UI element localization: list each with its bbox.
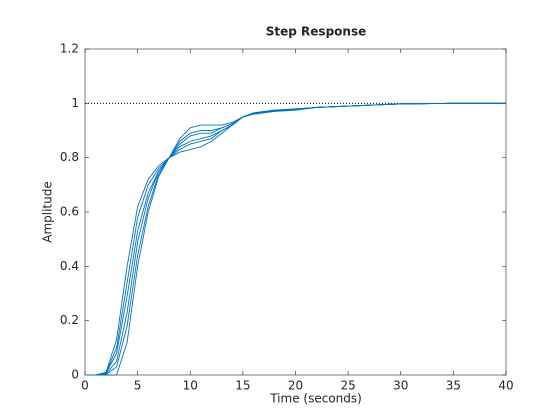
- step-response-line: [85, 102, 506, 376]
- chart-title: Step Response: [266, 25, 366, 39]
- y-tick-label: 1: [71, 96, 79, 110]
- x-tick-label: 40: [498, 379, 513, 393]
- y-axis-label: Amplitude: [41, 181, 55, 243]
- x-tick-label: 35: [446, 379, 461, 393]
- x-tick-label: 20: [288, 379, 303, 393]
- y-tick-label: 0: [71, 368, 79, 382]
- x-tick-label: 30: [393, 379, 408, 393]
- x-tick-label: 5: [134, 379, 142, 393]
- y-tick-label: 0.8: [60, 150, 79, 164]
- y-tick-label: 0.6: [60, 205, 79, 219]
- x-tick-label: 15: [235, 379, 250, 393]
- x-axis-label: Time (seconds): [269, 392, 362, 406]
- y-tick-label: 0.2: [60, 313, 79, 327]
- x-tick-label: 0: [81, 379, 89, 393]
- y-tick-label: 0.4: [60, 259, 79, 273]
- x-tick-label: 25: [340, 379, 355, 393]
- x-tick-label: 10: [183, 379, 198, 393]
- y-tick-label: 1.2: [60, 42, 79, 56]
